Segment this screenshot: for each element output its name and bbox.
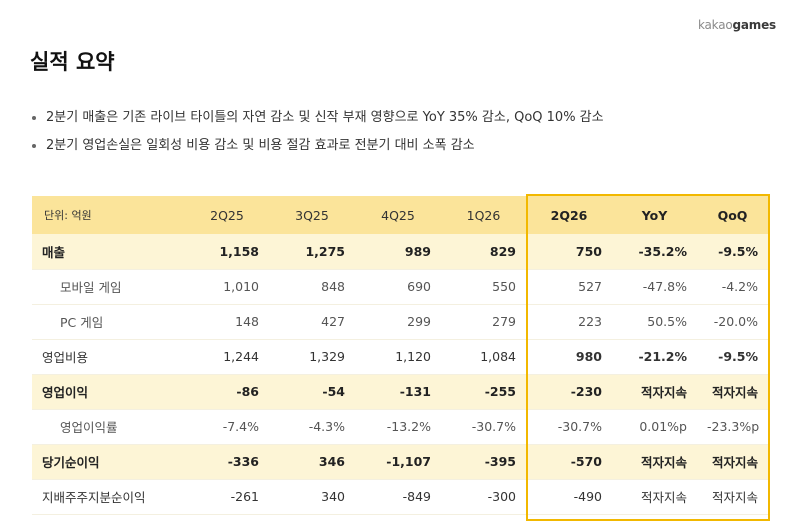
kakaogames-logo: kakaogames: [697, 18, 776, 32]
table-cell: -7.4%: [185, 409, 269, 445]
header-3q25: 3Q25: [269, 196, 355, 234]
table-cell: -9.5%: [697, 234, 768, 270]
table-cell: -131: [355, 374, 441, 410]
table-cell: 829: [441, 234, 526, 270]
table-row-opex: 영업비용 1,244 1,329 1,120 1,084 980 -21.2% …: [32, 339, 768, 375]
table-cell: -336: [185, 444, 269, 480]
header-qoq: QoQ: [697, 196, 768, 234]
table-cell: -30.7%: [441, 409, 526, 445]
row-label: 영업이익: [32, 374, 185, 410]
page-title: 실적 요약: [30, 50, 115, 74]
table-cell: -255: [441, 374, 526, 410]
table-cell: 1,010: [185, 269, 269, 305]
table-cell: -21.2%: [612, 339, 697, 375]
table-row-operating-profit: 영업이익 -86 -54 -131 -255 -230 적자지속 적자지속: [32, 374, 768, 410]
table-row-net-income: 당기순이익 -336 346 -1,107 -395 -570 적자지속 적자지…: [32, 444, 768, 480]
table-cell: 적자지속: [612, 444, 697, 480]
table-cell: -13.2%: [355, 409, 441, 445]
table-cell: 550: [441, 269, 526, 305]
table-cell: 적자지속: [697, 444, 768, 480]
header-yoy: YoY: [612, 196, 697, 234]
table-cell: -20.0%: [697, 304, 768, 340]
table-cell: 223: [526, 304, 612, 340]
table-cell: 346: [269, 444, 355, 480]
table-row-operating-margin: 영업이익률 -7.4% -4.3% -13.2% -30.7% -30.7% 0…: [32, 409, 768, 445]
table-cell: 50.5%: [612, 304, 697, 340]
unit-label: 단위: 억원: [32, 196, 185, 234]
table-cell: 1,275: [269, 234, 355, 270]
table-header-row: 단위: 억원 2Q25 3Q25 4Q25 1Q26 2Q26 YoY QoQ: [32, 196, 768, 234]
row-label: 당기순이익: [32, 444, 185, 480]
table-cell: -570: [526, 444, 612, 480]
table-row-pc: PC 게임 148 427 299 279 223 50.5% -20.0%: [32, 304, 768, 340]
summary-bullets: 2분기 매출은 기존 라이브 타이틀의 자연 감소 및 신작 부재 영향으로 Y…: [30, 108, 604, 164]
table-cell: -47.8%: [612, 269, 697, 305]
table-cell: -30.7%: [526, 409, 612, 445]
table-cell: 750: [526, 234, 612, 270]
table-cell: 1,244: [185, 339, 269, 375]
table-cell: -1,107: [355, 444, 441, 480]
header-4q25: 4Q25: [355, 196, 441, 234]
table-cell: 427: [269, 304, 355, 340]
table-cell: 989: [355, 234, 441, 270]
row-label: 영업비용: [32, 339, 185, 375]
table-cell: 1,084: [441, 339, 526, 375]
table-cell: 690: [355, 269, 441, 305]
table-cell: -849: [355, 479, 441, 515]
table-row-revenue: 매출 1,158 1,275 989 829 750 -35.2% -9.5%: [32, 234, 768, 270]
table-cell: 1,120: [355, 339, 441, 375]
table-cell: 148: [185, 304, 269, 340]
row-label: 지배주주지분순이익: [32, 479, 185, 515]
table-cell: -230: [526, 374, 612, 410]
bullet-operating-loss: 2분기 영업손실은 일회성 비용 감소 및 비용 절감 효과로 전분기 대비 소…: [30, 136, 604, 164]
table-cell: -4.3%: [269, 409, 355, 445]
table-cell: 적자지속: [697, 374, 768, 410]
table-cell: 279: [441, 304, 526, 340]
row-label: 영업이익률: [32, 409, 185, 445]
table-row-controlling-net-income: 지배주주지분순이익 -261 340 -849 -300 -490 적자지속 적…: [32, 479, 768, 515]
table-row-mobile: 모바일 게임 1,010 848 690 550 527 -47.8% -4.2…: [32, 269, 768, 305]
table-cell: 527: [526, 269, 612, 305]
table-cell: 적자지속: [612, 479, 697, 515]
table-cell: 1,158: [185, 234, 269, 270]
table-cell: -490: [526, 479, 612, 515]
table-cell: 340: [269, 479, 355, 515]
table-cell: -9.5%: [697, 339, 768, 375]
table-cell: 848: [269, 269, 355, 305]
table-cell: -300: [441, 479, 526, 515]
table-cell: -35.2%: [612, 234, 697, 270]
table-cell: 980: [526, 339, 612, 375]
table-cell: 적자지속: [612, 374, 697, 410]
table-cell: 적자지속: [697, 479, 768, 515]
earnings-table: 단위: 억원 2Q25 3Q25 4Q25 1Q26 2Q26 YoY QoQ …: [32, 196, 768, 515]
table-cell: -4.2%: [697, 269, 768, 305]
table-cell: 1,329: [269, 339, 355, 375]
header-2q25: 2Q25: [185, 196, 269, 234]
row-label: PC 게임: [32, 304, 185, 340]
table-cell: -23.3%p: [697, 409, 768, 445]
table-cell: -261: [185, 479, 269, 515]
table-cell: -54: [269, 374, 355, 410]
table-cell: -395: [441, 444, 526, 480]
row-label: 매출: [32, 234, 185, 270]
header-1q26: 1Q26: [441, 196, 526, 234]
table-cell: -86: [185, 374, 269, 410]
row-label: 모바일 게임: [32, 269, 185, 305]
table-cell: 0.01%p: [612, 409, 697, 445]
table-cell: 299: [355, 304, 441, 340]
header-2q26: 2Q26: [526, 196, 612, 234]
bullet-revenue: 2분기 매출은 기존 라이브 타이틀의 자연 감소 및 신작 부재 영향으로 Y…: [30, 108, 604, 136]
